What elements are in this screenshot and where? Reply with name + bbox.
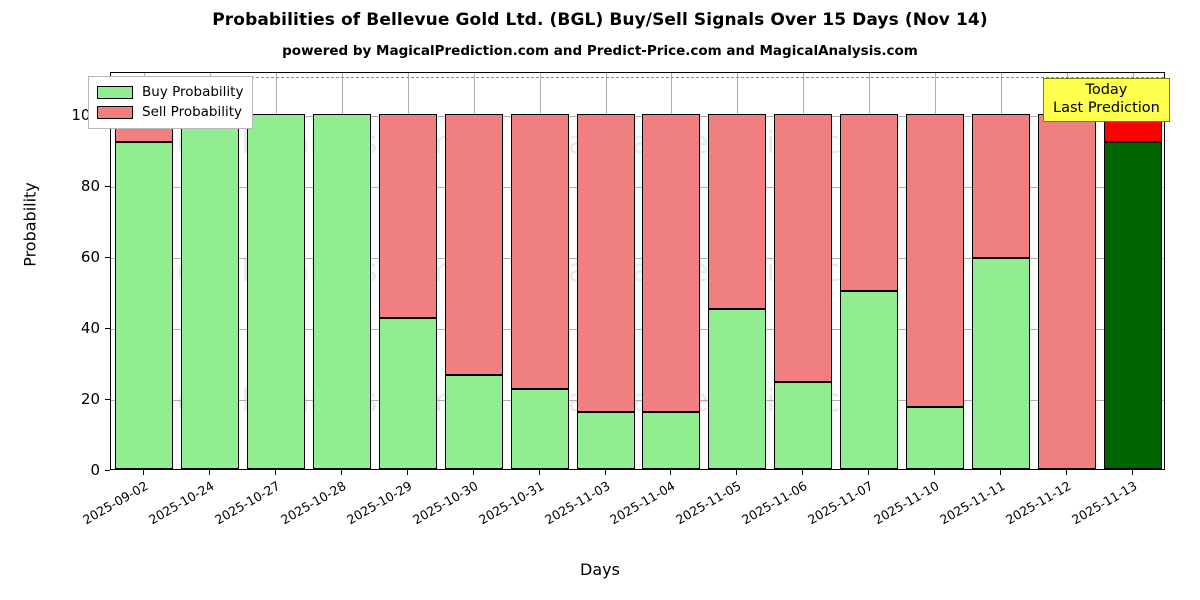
threshold-line xyxy=(111,76,1164,78)
today-annotation-line1: Today xyxy=(1085,82,1128,98)
gridline-horizontal xyxy=(111,115,1164,117)
bar-segment-buy[interactable] xyxy=(114,142,173,469)
bar-segment-buy[interactable] xyxy=(180,113,239,469)
y-axis-tick-mark xyxy=(105,398,110,400)
x-axis-tick-mark xyxy=(934,470,935,475)
y-axis-tick-mark xyxy=(105,256,110,258)
bar-segment-buy[interactable] xyxy=(642,412,701,469)
y-axis-tick-label: 0 xyxy=(90,461,100,479)
gridline-horizontal xyxy=(111,257,1164,259)
bar-segment-buy[interactable] xyxy=(246,113,305,469)
plot-area: MagicalAnalysis.comMagicalPrediction.com… xyxy=(110,72,1165,470)
gridline-horizontal xyxy=(111,328,1164,330)
bar-group[interactable] xyxy=(246,73,305,469)
chart-title: Probabilities of Bellevue Gold Ltd. (BGL… xyxy=(212,10,988,30)
bar-segment-sell[interactable] xyxy=(444,113,503,375)
bar-segment-buy[interactable] xyxy=(510,389,569,469)
x-axis-tick-mark xyxy=(868,470,869,475)
x-axis-tick-mark xyxy=(670,470,671,475)
x-axis-tick-mark xyxy=(407,470,408,475)
x-axis-tick-mark xyxy=(473,470,474,475)
x-axis-tick-mark xyxy=(539,470,540,475)
bar-segment-buy[interactable] xyxy=(1104,142,1163,469)
legend-swatch-buy-icon xyxy=(97,85,133,99)
bar-group[interactable] xyxy=(114,73,173,469)
x-axis-tick-mark xyxy=(275,470,276,475)
bar-segment-buy[interactable] xyxy=(840,291,899,469)
bar-segment-buy[interactable] xyxy=(774,381,833,469)
bar-segment-buy[interactable] xyxy=(972,257,1031,469)
x-axis-tick-mark xyxy=(341,470,342,475)
bar-segment-sell[interactable] xyxy=(972,113,1031,258)
bar-group[interactable] xyxy=(312,73,371,469)
x-axis-tick-mark xyxy=(1132,470,1133,475)
x-axis-tick-mark xyxy=(605,470,606,475)
bar-group[interactable] xyxy=(576,73,635,469)
chart-legend: Buy Probability Sell Probability xyxy=(88,76,254,129)
bar-group[interactable] xyxy=(774,73,833,469)
bars-layer xyxy=(111,73,1164,469)
bar-segment-sell[interactable] xyxy=(642,113,701,413)
bar-segment-sell[interactable] xyxy=(1038,113,1097,469)
bar-group[interactable] xyxy=(972,73,1031,469)
bar-segment-sell[interactable] xyxy=(774,113,833,382)
y-axis-tick-label: 80 xyxy=(80,176,100,195)
y-axis-tick-label: 20 xyxy=(80,389,100,408)
bar-group[interactable] xyxy=(906,73,965,469)
x-axis-label: Days xyxy=(580,560,620,579)
bar-segment-buy[interactable] xyxy=(378,317,437,469)
bar-segment-buy[interactable] xyxy=(312,113,371,469)
gridline-horizontal xyxy=(111,399,1164,401)
y-axis-tick-mark xyxy=(105,327,110,329)
bar-segment-sell[interactable] xyxy=(510,113,569,390)
bar-segment-buy[interactable] xyxy=(444,374,503,469)
y-axis-tick-label: 60 xyxy=(80,247,100,266)
bar-group[interactable] xyxy=(708,73,767,469)
x-axis-tick-mark xyxy=(1000,470,1001,475)
today-annotation-line2: Last Prediction xyxy=(1053,99,1160,116)
x-axis-tick-mark xyxy=(736,470,737,475)
legend-item-buy: Buy Probability xyxy=(97,82,243,102)
y-axis-tick-mark xyxy=(105,470,110,471)
legend-item-sell: Sell Probability xyxy=(97,102,243,122)
legend-label-sell: Sell Probability xyxy=(142,104,243,120)
bar-segment-sell[interactable] xyxy=(906,113,965,407)
y-axis-label: Probability xyxy=(20,182,40,267)
bar-segment-buy[interactable] xyxy=(708,309,767,469)
legend-swatch-sell-icon xyxy=(97,105,133,119)
bar-segment-sell[interactable] xyxy=(576,113,635,413)
x-axis-tick-mark xyxy=(802,470,803,475)
x-axis-tick-mark xyxy=(143,470,144,475)
y-axis-tick-mark xyxy=(105,185,110,187)
gridline-horizontal xyxy=(111,186,1164,188)
bar-group[interactable] xyxy=(642,73,701,469)
bar-group[interactable] xyxy=(444,73,503,469)
bar-group[interactable] xyxy=(1038,73,1097,469)
bar-group-today[interactable] xyxy=(1104,73,1163,469)
legend-label-buy: Buy Probability xyxy=(142,84,244,100)
bar-group[interactable] xyxy=(180,73,239,469)
bar-group[interactable] xyxy=(510,73,569,469)
x-axis-tick-mark xyxy=(1066,470,1067,475)
y-axis-tick-label: 40 xyxy=(80,318,100,337)
bar-segment-sell[interactable] xyxy=(378,113,437,318)
bar-segment-sell[interactable] xyxy=(840,113,899,292)
chart-subtitle: powered by MagicalPrediction.com and Pre… xyxy=(282,43,918,59)
today-annotation: Today Last Prediction xyxy=(1043,78,1170,123)
x-axis-tick-mark xyxy=(209,470,210,475)
bar-group[interactable] xyxy=(840,73,899,469)
bar-segment-buy[interactable] xyxy=(906,406,965,469)
bar-segment-sell[interactable] xyxy=(708,113,767,310)
bar-group[interactable] xyxy=(378,73,437,469)
bar-segment-buy[interactable] xyxy=(576,412,635,469)
